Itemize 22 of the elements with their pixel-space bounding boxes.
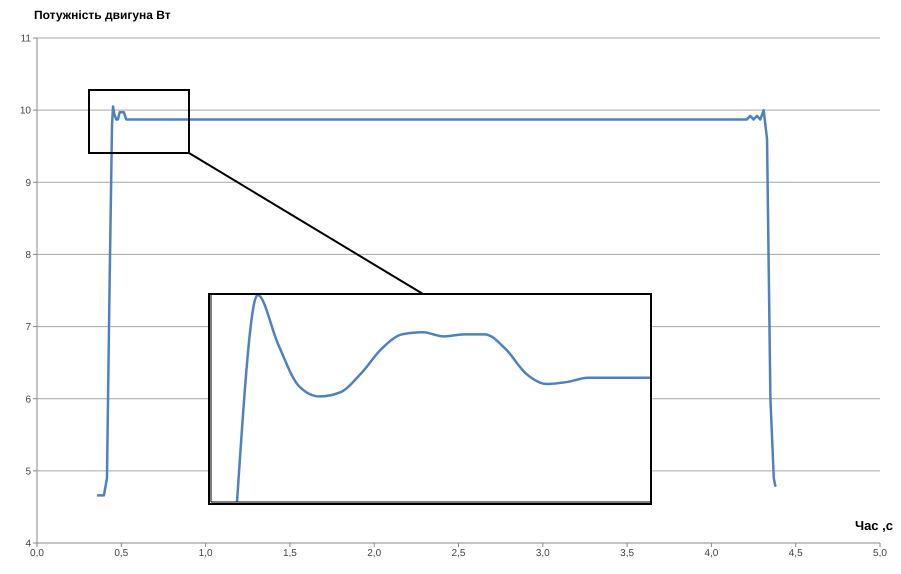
- x-tick-label: 1,5: [282, 548, 298, 560]
- y-tick-label: 11: [20, 34, 32, 45]
- x-tick-label: 3,0: [536, 548, 550, 560]
- x-tick-label: 0,5: [114, 548, 129, 560]
- x-tick-label: 3,5: [620, 548, 634, 560]
- y-tick-label: 9: [25, 178, 32, 189]
- x-tick-label: 4,0: [704, 548, 719, 560]
- x-axis-title: Час ,с: [854, 518, 893, 533]
- x-tick-label: 5,0: [873, 548, 888, 560]
- x-tick-label: 2,5: [452, 548, 466, 560]
- line-series: [96, 105, 777, 497]
- y-tick-label: 4: [25, 538, 32, 550]
- y-tick-label: 10: [20, 106, 32, 117]
- y-tick-label: 7: [25, 322, 32, 334]
- x-tick-label: 2,0: [367, 548, 382, 560]
- x-tick-label: 4,5: [788, 548, 804, 560]
- y-tick-label: 5: [25, 466, 32, 478]
- y-axis-title: Потужність двигуна Вт: [34, 8, 171, 22]
- y-tick-label: 6: [25, 394, 32, 406]
- x-tick-label: 1,0: [198, 548, 213, 560]
- y-tick-label: 8: [25, 250, 32, 261]
- x-tick-label: 0,0: [30, 548, 44, 560]
